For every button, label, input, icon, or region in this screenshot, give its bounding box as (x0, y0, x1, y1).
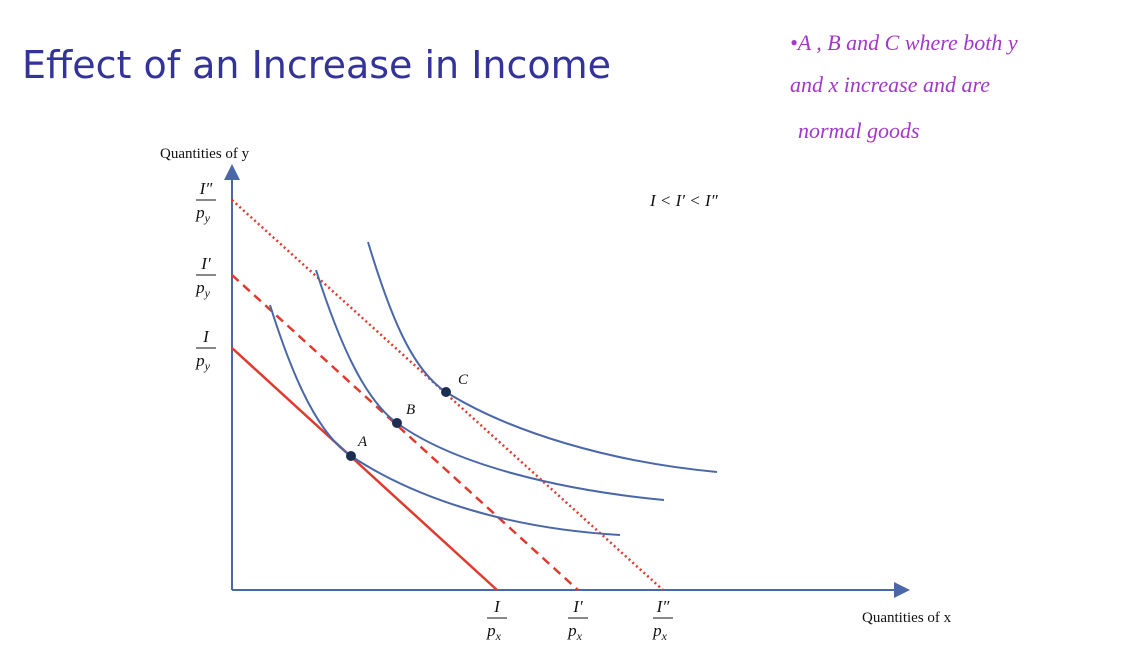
denominator-subscript: x (495, 629, 502, 643)
point (346, 451, 356, 461)
denominator-subscript: y (204, 286, 211, 300)
fraction-numerator: I″ (199, 179, 214, 198)
indifference-curve (269, 304, 621, 536)
denominator-subscript: y (204, 359, 211, 373)
fraction-numerator: I′ (200, 254, 211, 273)
fraction-denominator: px (567, 621, 583, 643)
fraction-denominator: py (195, 351, 211, 373)
denominator-base: p (195, 278, 205, 297)
y-axis-label: Quantities of y (160, 146, 250, 162)
denominator-base: p (486, 621, 496, 640)
fraction-numerator: I′ (572, 597, 583, 616)
point-label: C (458, 372, 469, 388)
budget-line (231, 347, 498, 591)
indifference-curve (367, 241, 718, 473)
denominator-base: p (567, 621, 577, 640)
denominator-subscript: x (661, 629, 668, 643)
point (392, 418, 402, 428)
fraction-numerator: I″ (656, 597, 671, 616)
note-line: and x increase and are (790, 72, 990, 97)
denominator-base: p (652, 621, 662, 640)
denominator-subscript: x (576, 629, 583, 643)
relation: I < I′ < I″ (649, 191, 719, 210)
point (441, 387, 451, 397)
indifference-curve (315, 269, 665, 501)
fraction-numerator: I (202, 327, 210, 346)
fraction-denominator: px (652, 621, 668, 643)
point-label: A (357, 434, 368, 450)
point-label: B (406, 402, 415, 418)
slide-title: Effect of an Increase in Income (22, 43, 611, 87)
fraction-numerator: I (493, 597, 501, 616)
budget-line (231, 274, 579, 591)
note-line: normal goods (798, 118, 920, 143)
denominator-base: p (195, 351, 205, 370)
fraction-denominator: py (195, 278, 211, 300)
fraction-denominator: px (486, 621, 502, 643)
denominator-base: p (195, 203, 205, 222)
note-line: •A , B and C where both y (790, 30, 1018, 55)
denominator-subscript: y (204, 211, 211, 225)
fraction-denominator: py (195, 203, 211, 225)
x-axis-label: Quantities of x (862, 610, 952, 626)
